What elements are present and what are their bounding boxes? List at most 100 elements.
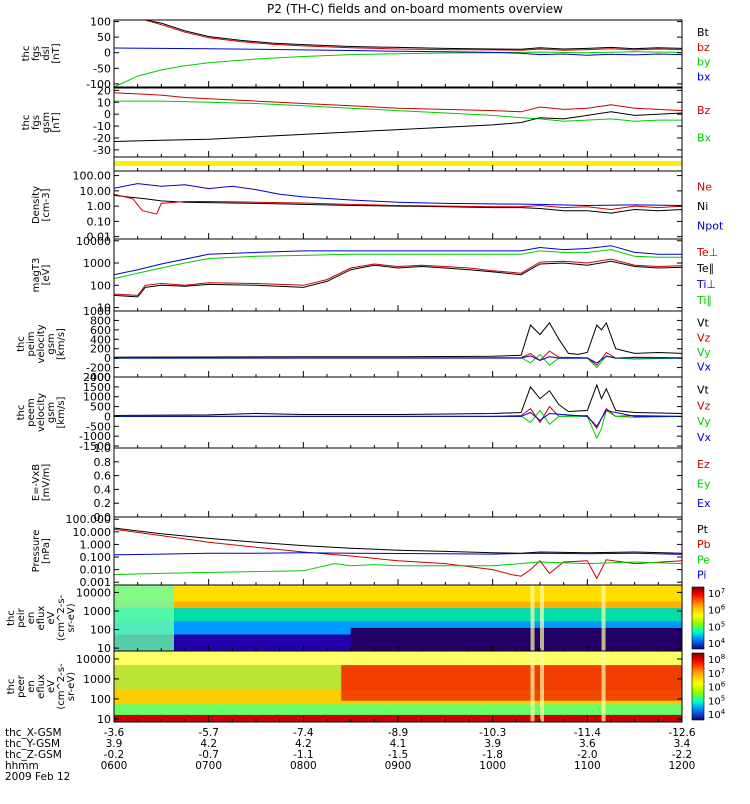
x-axis-value: 0600 <box>101 760 128 772</box>
y-tick-label: -10 <box>93 120 111 133</box>
x-axis: thc_X-GSM -3.6 -5.7 -7.4 -8.9 -10.3 -11.4 -12.6… <box>5 727 696 783</box>
series-line-Pb <box>113 528 683 580</box>
y-axis-label: gsm <box>41 112 52 133</box>
y-tick-label: 0.001 <box>80 576 112 589</box>
panel-frame <box>113 516 683 586</box>
legend-label-Ti⊥: Ti⊥ <box>696 278 716 291</box>
legend-label-Vt: Vt <box>697 317 710 330</box>
x-axis-row-label: thc_Y-GSM <box>5 738 60 750</box>
colorbar-tick-label: 105 <box>708 694 725 707</box>
x-axis-value: -8.9 <box>388 727 409 739</box>
y-tick-label: 1500 <box>83 381 111 394</box>
panel-flags <box>113 156 683 172</box>
y-axis-label: thc <box>6 610 17 626</box>
y-axis-label: peem <box>26 398 37 426</box>
y-axis-label: gsm <box>46 402 57 423</box>
y-tick-label: 1000 <box>83 605 111 618</box>
legend-label-Pi: Pi <box>697 568 706 581</box>
y-axis-label: [km/s] <box>56 396 67 428</box>
x-axis-value: -12.6 <box>668 727 695 739</box>
y-tick-label: -100 <box>86 78 111 91</box>
y-axis-label: sr-eV) <box>66 672 77 701</box>
y-tick-label: 600 <box>90 324 111 337</box>
x-axis-value: -0.7 <box>198 749 219 761</box>
series-line-Ti∥ <box>113 249 682 280</box>
x-axis-value: -0.2 <box>104 749 125 761</box>
legend-label-Pt: Pt <box>697 523 709 536</box>
series-line-bx <box>113 47 683 56</box>
x-axis-value: 3.6 <box>579 738 596 750</box>
colorbar-tick-label: 106 <box>708 604 726 617</box>
y-axis-label: eflux <box>36 606 47 631</box>
panel-frame <box>113 238 683 312</box>
y-tick-label: 1.00 <box>87 200 112 213</box>
legend-label-Te⊥: Te⊥ <box>696 246 718 259</box>
series-line-Ti⊥ <box>113 245 682 276</box>
y-tick-label: 200 <box>90 343 111 356</box>
x-axis-row-label: hhmm <box>5 760 39 772</box>
y-axis-label: eV <box>46 611 57 624</box>
y-tick-label: -1000 <box>79 430 111 443</box>
panel-peir-spectrogram: 107 106 105 104 10000 1000 100 10 thc peir en eflux… <box>6 584 726 655</box>
y-tick-label: 0.10 <box>87 215 112 228</box>
spectrogram-band <box>114 585 682 602</box>
y-tick-label: 800 <box>90 314 111 327</box>
series-line-Vx <box>114 355 683 364</box>
colorbar-tick-label: 107 <box>708 587 725 600</box>
x-axis-value: -2.0 <box>577 749 598 761</box>
y-axis-label: peer <box>16 674 27 698</box>
x-axis-value: 0800 <box>290 760 317 772</box>
y-tick-label: 0.100 <box>80 551 112 564</box>
x-axis-value: 4.1 <box>390 738 407 750</box>
spectrogram-stripe <box>601 585 606 651</box>
y-axis-label: fgs <box>31 115 42 130</box>
y-tick-label: 0 <box>104 410 111 423</box>
x-axis-value: -3.6 <box>104 727 125 739</box>
y-tick-label: 10 <box>97 302 111 315</box>
x-axis-row-label: thc_X-GSM <box>5 727 62 739</box>
y-axis-label: [eV] <box>41 265 52 286</box>
y-axis-label: eflux <box>36 674 47 699</box>
series-line-Bx <box>114 100 682 122</box>
y-tick-label: 100 <box>90 693 111 706</box>
legend-label-Npot: Npot <box>697 219 724 232</box>
series-line-Te∥ <box>113 260 683 298</box>
colorbar: 107 106 105 104 <box>691 586 726 650</box>
spectrogram-band <box>114 608 682 622</box>
y-axis-label: gsm <box>46 333 57 354</box>
panel-density: 100.00 10.00 1.00 0.10 0.01 Density [cm-3] Ne Ni… <box>31 170 724 244</box>
y-tick-label: 0 <box>104 47 111 60</box>
legend-label-Bt: Bt <box>697 26 710 39</box>
y-tick-label: 0.6 <box>94 470 112 483</box>
y-tick-label: 20 <box>97 84 111 97</box>
series-line-Vx <box>114 409 682 428</box>
y-tick-label: 100.000 <box>66 513 112 526</box>
y-axis-label: magT3 <box>31 258 42 293</box>
y-tick-label: 50 <box>97 31 111 44</box>
y-axis-label: Pressure <box>31 530 42 573</box>
y-tick-label: 1000 <box>83 391 111 404</box>
y-tick-label: 1000 <box>83 305 111 318</box>
legend-label-Ni: Ni <box>697 200 708 213</box>
y-tick-label: 0 <box>104 352 111 365</box>
y-axis-label: velocity <box>36 324 47 363</box>
y-axis-label: (cm^2-s- <box>56 594 67 641</box>
series-line-Ne <box>113 193 683 215</box>
x-axis-value: 1000 <box>479 760 506 772</box>
y-tick-label: 500 <box>90 401 111 414</box>
spectrogram-band <box>114 585 174 651</box>
y-tick-label: 100 <box>90 279 111 292</box>
y-tick-label: 10.00 <box>80 185 112 198</box>
y-tick-label: 1000 <box>83 673 111 686</box>
x-axis-value: -5.7 <box>198 727 219 739</box>
legend-label-Pe: Pe <box>697 553 710 566</box>
panel-frame <box>113 447 683 518</box>
legend-label-bx: bx <box>697 71 711 84</box>
panel-fgs-dsl: 100 50 0 -50 -100 thc fgs dsl [nT] Bt bz by bx <box>21 16 711 91</box>
x-axis-value: 1100 <box>574 760 601 772</box>
x-axis-value: 4.2 <box>295 738 312 750</box>
date-label: 2009 Feb 12 <box>5 771 70 783</box>
series-line-Pt <box>113 527 683 554</box>
